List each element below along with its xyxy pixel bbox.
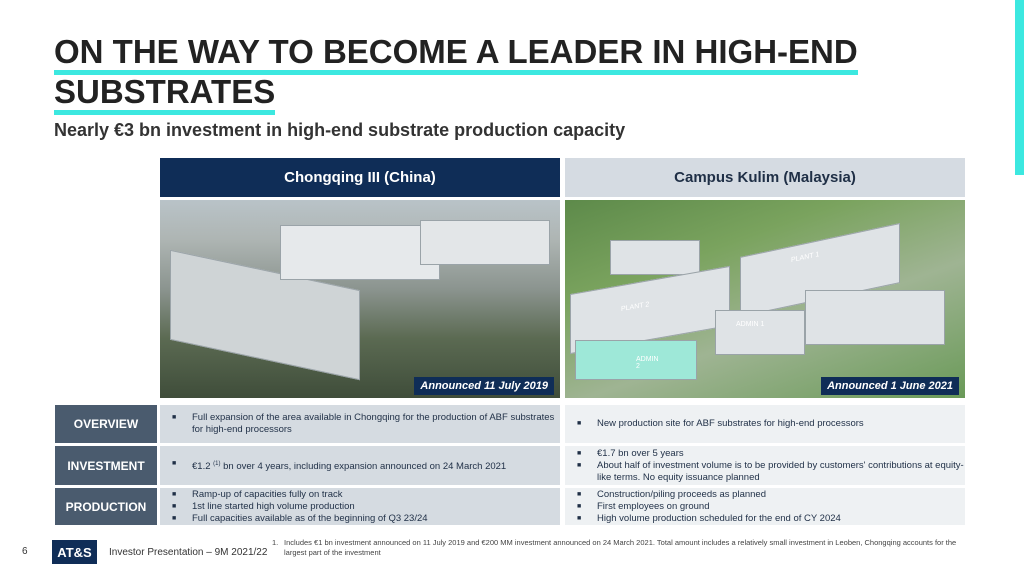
footnote: 1. Includes €1 bn investment announced on… [272,538,957,557]
chongqing-photo: Announced 11 July 2019 [160,200,560,398]
building [805,290,945,345]
investment-chongqing: ■ €1.2 (1) bn over 4 years, including exp… [160,446,560,485]
production-kulim: ■ Construction/piling proceeds as planned… [565,488,965,525]
header-chongqing: Chongqing III (China) [160,158,560,197]
page-title: ON THE WAY TO BECOME A LEADER IN HIGH-EN… [54,32,858,115]
building [610,240,700,275]
overview-chongqing: ■ Full expansion of the area available in… [160,405,560,443]
subtitle: Nearly €3 bn investment in high-end subs… [54,120,626,140]
admin-1: ADMIN 1 [715,310,805,355]
investment-kulim: ■ €1.7 bn over 5 years ■ About half of inv… [565,446,965,485]
building [280,225,440,280]
row-label-production: PRODUCTION [55,488,157,525]
row-label-overview: OVERVIEW [55,405,157,443]
admin-2: ADMIN 2 [575,340,697,380]
header-kulim: Campus Kulim (Malaysia) [565,158,965,197]
announced-label: Announced 1 June 2021 [821,377,959,395]
row-label-investment: INVESTMENT [55,446,157,485]
ats-logo: AT&S [52,540,97,564]
production-chongqing: ■ Ramp-up of capacities fully on track ■ 1… [160,488,560,525]
accent-bar [1015,0,1024,175]
kulim-rendering: PLANT 2 PLANT 1 ADMIN 1 ADMIN 2 Announce… [565,200,965,398]
building [420,220,550,265]
overview-kulim: ■ New production site for ABF substrates … [565,405,965,443]
footer-text: Investor Presentation – 9M 2021/22 [109,547,268,558]
page-number: 6 [22,546,28,557]
announced-label: Announced 11 July 2019 [414,377,554,395]
